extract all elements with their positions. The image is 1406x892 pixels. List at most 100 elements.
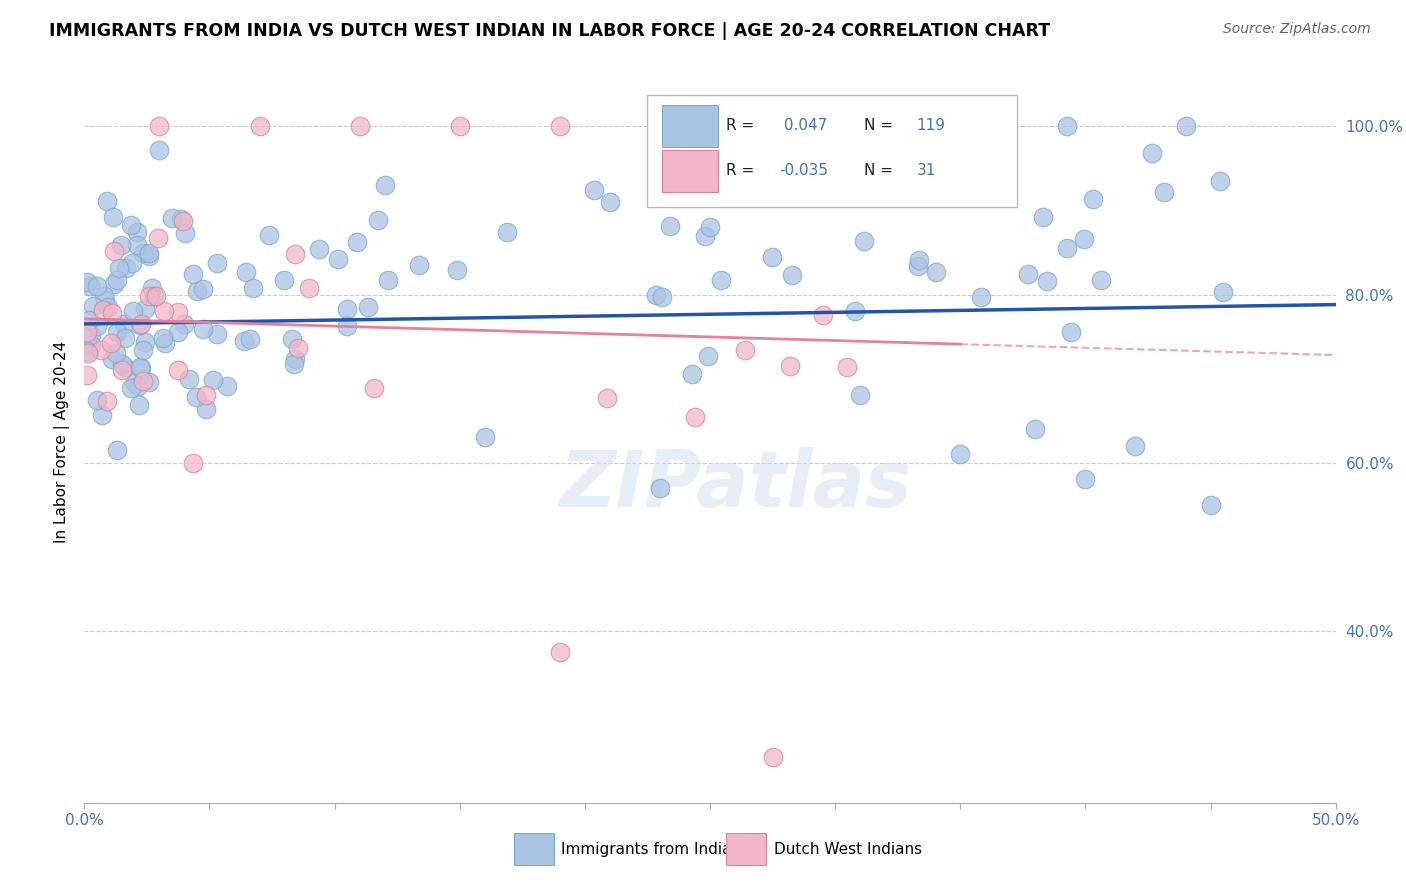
Point <box>779 359 801 374</box>
FancyBboxPatch shape <box>727 833 766 865</box>
Point <box>648 120 671 134</box>
Point <box>970 290 993 304</box>
Text: N =: N = <box>863 119 898 133</box>
Point <box>761 250 783 264</box>
Point <box>132 374 155 388</box>
Text: ZIPatlas: ZIPatlas <box>560 447 911 523</box>
Point <box>374 178 396 193</box>
FancyBboxPatch shape <box>513 833 554 865</box>
Point <box>191 282 214 296</box>
Text: 31: 31 <box>917 163 936 178</box>
Point <box>111 363 134 377</box>
Point <box>129 317 152 331</box>
Point <box>94 293 117 308</box>
Point <box>651 290 673 304</box>
Point <box>949 447 972 461</box>
Text: R =: R = <box>727 119 759 133</box>
Point <box>749 120 772 134</box>
Point <box>152 331 174 345</box>
Point <box>80 337 103 351</box>
Point <box>849 388 872 402</box>
Point <box>907 259 929 273</box>
Point <box>145 289 167 303</box>
Point <box>1017 267 1039 281</box>
Point <box>174 226 197 240</box>
Point <box>121 256 143 270</box>
Point <box>762 749 785 764</box>
Point <box>90 343 112 357</box>
Point <box>100 336 122 351</box>
Point <box>128 318 150 332</box>
Point <box>127 237 149 252</box>
Point <box>1125 439 1147 453</box>
Point <box>112 317 135 331</box>
Point <box>167 305 190 319</box>
Point <box>148 144 170 158</box>
Point <box>77 346 100 360</box>
Point <box>813 308 835 322</box>
Point <box>496 225 519 239</box>
Point <box>925 265 948 279</box>
Point <box>79 279 101 293</box>
Point <box>128 398 150 412</box>
Point <box>120 219 142 233</box>
Point <box>166 363 188 377</box>
Point <box>298 281 321 295</box>
Point <box>177 372 200 386</box>
Point <box>115 260 138 275</box>
Point <box>1036 275 1059 289</box>
Point <box>1074 472 1097 486</box>
Text: Dutch West Indians: Dutch West Indians <box>773 841 922 856</box>
Point <box>683 410 706 425</box>
Point <box>284 352 307 367</box>
Point <box>658 219 681 233</box>
Point <box>76 275 98 289</box>
Point <box>596 391 619 405</box>
Point <box>780 268 803 282</box>
Point <box>148 231 170 245</box>
Point <box>1209 174 1232 188</box>
Point <box>170 211 193 226</box>
Point <box>1140 145 1163 160</box>
Point <box>82 299 104 313</box>
Text: R =: R = <box>727 163 759 178</box>
Point <box>284 247 307 261</box>
Point <box>645 288 668 302</box>
Point <box>194 401 217 416</box>
Text: N =: N = <box>863 163 898 178</box>
Point <box>699 220 721 235</box>
Point <box>76 343 98 358</box>
Point <box>232 334 254 348</box>
Point <box>120 381 142 395</box>
Text: Source: ZipAtlas.com: Source: ZipAtlas.com <box>1223 22 1371 37</box>
Point <box>336 318 359 333</box>
Point <box>110 238 132 252</box>
Point <box>184 390 207 404</box>
Text: 0.047: 0.047 <box>779 119 827 133</box>
Point <box>1153 185 1175 199</box>
Point <box>1056 120 1078 134</box>
Point <box>346 235 368 249</box>
Point <box>349 120 371 134</box>
Point <box>96 194 118 208</box>
Point <box>367 213 389 227</box>
Point <box>215 379 238 393</box>
Point <box>734 343 756 357</box>
Point <box>96 393 118 408</box>
Point <box>363 381 385 395</box>
Point <box>548 644 571 658</box>
Point <box>1032 210 1054 224</box>
FancyBboxPatch shape <box>648 95 1017 207</box>
Point <box>710 273 733 287</box>
Point <box>283 357 305 371</box>
Point <box>101 306 124 320</box>
Point <box>134 334 156 349</box>
Point <box>125 225 148 239</box>
Point <box>80 327 103 342</box>
Point <box>86 319 108 334</box>
Point <box>105 443 128 458</box>
Point <box>77 313 100 327</box>
Point <box>1174 120 1197 134</box>
Point <box>257 227 280 242</box>
Point <box>1090 272 1112 286</box>
